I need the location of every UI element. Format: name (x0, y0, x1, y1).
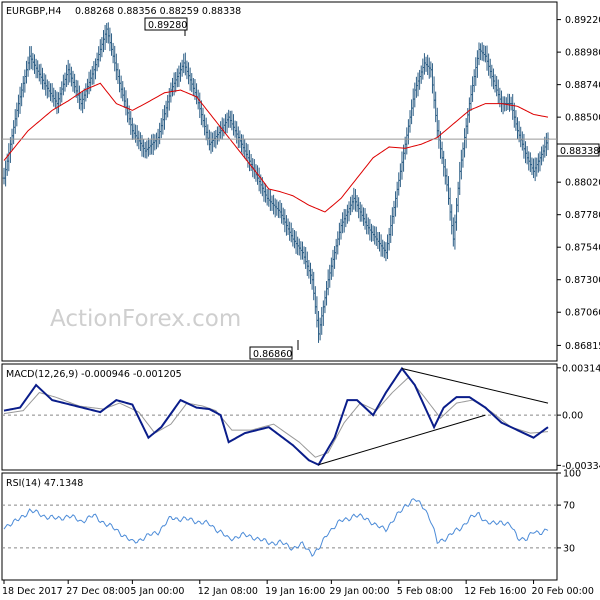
time-tick-label: 27 Dec 08:00 (66, 586, 130, 597)
rsi-level-lines (2, 504, 557, 549)
macd-panel-frame (1, 363, 558, 471)
macd-tick-label: -0.003342 (562, 461, 600, 472)
macd-trendline (401, 368, 549, 404)
watermark: ActionForex.com (50, 306, 241, 332)
symbol-label: EURGBP,H4 (6, 6, 61, 17)
price-bars (2, 22, 550, 343)
price-panel-frame (1, 1, 558, 362)
high-label: 0.89280 (148, 20, 187, 31)
current-price-tag: 0.88338 (560, 146, 599, 157)
time-tick-label: 5 Jan 00:00 (130, 586, 184, 597)
macd-panel: 0.003146 0.00 -0.003342 MACD(12,26,9) -0.0… (1, 363, 600, 472)
time-tick-label: 5 Feb 08:00 (397, 586, 453, 597)
rsi-panel-frame (1, 472, 558, 581)
macd-trendline (318, 414, 486, 466)
time-tick-label: 12 Jan 08:00 (198, 586, 258, 597)
rsi-tick-label: 100 (563, 469, 581, 480)
price-axis: 0.892200.889800.887400.885000.882600.880… (557, 15, 600, 352)
rsi-axis: 100 70 30 (557, 469, 581, 554)
ohlc-header: 0.88268 0.88356 0.88259 0.88338 (75, 6, 241, 17)
macd-line (3, 366, 549, 467)
high-marker-box (144, 17, 188, 31)
rsi-tick-label: 70 (563, 501, 575, 512)
current-price-box (556, 143, 600, 157)
rsi-label: RSI(14) 47.1348 (6, 478, 83, 489)
time-tick-label: 18 Dec 2017 (2, 586, 63, 597)
macd-signal-line (3, 376, 549, 458)
price-tick-label: 0.86815 (565, 341, 600, 352)
macd-label: MACD(12,26,9) -0.000946 -0.001205 (6, 369, 182, 380)
rsi-line (3, 498, 549, 557)
rsi-panel: 100 70 30 RSI(14) 47.1348 (1, 469, 581, 581)
time-tick-label: 29 Jan 00:00 (329, 586, 389, 597)
time-tick-label: 20 Feb 00:00 (532, 586, 594, 597)
macd-axis: 0.003146 0.00 -0.003342 (557, 363, 600, 472)
time-tick-label: 12 Feb 16:00 (464, 586, 526, 597)
macd-tick-label: 0.003146 (562, 363, 600, 374)
time-axis: 18 Dec 2017 27 Dec 08:00 5 Jan 00:00 12 Jan… (2, 580, 594, 597)
low-label: 0.86860 (253, 349, 292, 360)
time-tick-label: 19 Jan 16:00 (265, 586, 325, 597)
macd-trendlines (318, 368, 549, 466)
rsi-tick-label: 30 (563, 543, 575, 554)
moving-average-line (3, 82, 549, 213)
low-marker-box (249, 346, 293, 360)
macd-tick-label: 0.00 (562, 411, 583, 422)
